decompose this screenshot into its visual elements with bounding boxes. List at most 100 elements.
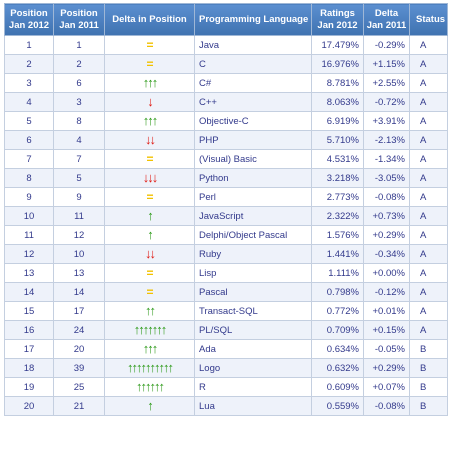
table-row: 11 12 ↑ Delphi/Object Pascal 1.576% +0.29% A	[4, 225, 448, 245]
rating-cell: 5.710%	[311, 130, 364, 150]
rating-cell: 0.709%	[311, 320, 364, 340]
position-2011-cell: 6	[53, 73, 105, 93]
position-2011-cell: 10	[53, 244, 105, 264]
rating-cell: 0.798%	[311, 282, 364, 302]
delta-rating-cell: +0.29%	[363, 225, 410, 245]
position-2011-cell: 5	[53, 168, 105, 188]
rating-cell: 16.976%	[311, 54, 364, 74]
table-row: 6 4 ↓↓ PHP 5.710% -2.13% A	[4, 130, 448, 150]
table-row: 20 21 ↑ Lua 0.559% -0.08% B	[4, 396, 448, 416]
arrow-up-icon: ↑	[147, 226, 153, 242]
position-2012-cell: 5	[4, 111, 54, 131]
delta-position-cell: ↑↑	[104, 301, 195, 321]
delta-position-cell: ↑↑↑	[104, 73, 195, 93]
delta-rating-cell: -0.29%	[363, 35, 410, 55]
table-row: 12 10 ↓↓ Ruby 1.441% -0.34% A	[4, 244, 448, 264]
language-cell: Ruby	[194, 244, 312, 264]
table-row: 9 9 = Perl 2.773% -0.08% A	[4, 187, 448, 207]
position-2012-cell: 11	[4, 225, 54, 245]
position-2012-cell: 18	[4, 358, 54, 378]
delta-rating-cell: -3.05%	[363, 168, 410, 188]
delta-position-cell: ↓↓	[104, 244, 195, 264]
column-header-position-2012[interactable]: Position Jan 2012	[4, 3, 54, 36]
status-cell: A	[409, 149, 448, 169]
delta-position-cell: ↑	[104, 225, 195, 245]
language-cell: R	[194, 377, 312, 397]
position-2012-cell: 10	[4, 206, 54, 226]
rating-cell: 6.919%	[311, 111, 364, 131]
position-2012-cell: 2	[4, 54, 54, 74]
rating-cell: 1.441%	[311, 244, 364, 264]
status-cell: A	[409, 130, 448, 150]
arrow-up-icon: ↑↑↑↑↑↑	[136, 378, 165, 394]
position-2011-cell: 25	[53, 377, 105, 397]
arrow-down-icon: ↓↓	[145, 245, 156, 261]
table-row: 5 8 ↑↑↑ Objective-C 6.919% +3.91% A	[4, 111, 448, 131]
column-header-language[interactable]: Programming Language	[194, 3, 312, 36]
status-cell: B	[409, 358, 448, 378]
arrow-down-icon: ↓↓↓	[142, 169, 158, 185]
language-cell: C#	[194, 73, 312, 93]
equals-icon: =	[146, 56, 153, 71]
arrow-down-icon: ↓↓	[145, 131, 156, 147]
delta-rating-cell: +0.01%	[363, 301, 410, 321]
language-cell: PHP	[194, 130, 312, 150]
column-header-delta-position[interactable]: Delta in Position	[104, 3, 195, 36]
column-header-position-2011[interactable]: Position Jan 2011	[53, 3, 105, 36]
position-2011-cell: 14	[53, 282, 105, 302]
rating-cell: 0.609%	[311, 377, 364, 397]
equals-icon: =	[146, 37, 153, 52]
rating-cell: 0.632%	[311, 358, 364, 378]
delta-position-cell: =	[104, 54, 195, 74]
status-cell: A	[409, 73, 448, 93]
table-row: 16 24 ↑↑↑↑↑↑↑ PL/SQL 0.709% +0.15% A	[4, 320, 448, 340]
language-cell: Lisp	[194, 263, 312, 283]
delta-position-cell: ↑↑↑↑↑↑↑	[104, 320, 195, 340]
column-header-status[interactable]: Status	[409, 3, 448, 36]
language-cell: Ada	[194, 339, 312, 359]
rating-cell: 1.576%	[311, 225, 364, 245]
delta-position-cell: ↓↓↓	[104, 168, 195, 188]
status-cell: A	[409, 168, 448, 188]
delta-rating-cell: -0.05%	[363, 339, 410, 359]
position-2012-cell: 4	[4, 92, 54, 112]
delta-position-cell: =	[104, 149, 195, 169]
position-2012-cell: 15	[4, 301, 54, 321]
table-row: 4 3 ↓ C++ 8.063% -0.72% A	[4, 92, 448, 112]
rating-cell: 1.111%	[311, 263, 364, 283]
status-cell: A	[409, 225, 448, 245]
delta-rating-cell: +0.00%	[363, 263, 410, 283]
rating-cell: 0.559%	[311, 396, 364, 416]
language-cell: Transact-SQL	[194, 301, 312, 321]
column-header-ratings[interactable]: Ratings Jan 2012	[311, 3, 364, 36]
position-2012-cell: 9	[4, 187, 54, 207]
status-cell: A	[409, 263, 448, 283]
delta-rating-cell: +0.07%	[363, 377, 410, 397]
ranking-table: Position Jan 2012 Position Jan 2011 Delt…	[4, 3, 448, 416]
position-2012-cell: 14	[4, 282, 54, 302]
equals-icon: =	[146, 151, 153, 166]
language-cell: Perl	[194, 187, 312, 207]
delta-position-cell: ↑	[104, 206, 195, 226]
position-2011-cell: 20	[53, 339, 105, 359]
position-2011-cell: 9	[53, 187, 105, 207]
language-cell: Delphi/Object Pascal	[194, 225, 312, 245]
table-row: 19 25 ↑↑↑↑↑↑ R 0.609% +0.07% B	[4, 377, 448, 397]
language-cell: Java	[194, 35, 312, 55]
delta-rating-cell: -0.72%	[363, 92, 410, 112]
position-2011-cell: 2	[53, 54, 105, 74]
delta-position-cell: ↑↑↑	[104, 339, 195, 359]
column-header-delta-rating[interactable]: Delta Jan 2011	[363, 3, 410, 36]
delta-rating-cell: -0.34%	[363, 244, 410, 264]
rating-cell: 4.531%	[311, 149, 364, 169]
table-row: 18 39 ↑↑↑↑↑↑↑↑↑↑ Logo 0.632% +0.29% B	[4, 358, 448, 378]
rating-cell: 8.781%	[311, 73, 364, 93]
language-cell: C++	[194, 92, 312, 112]
status-cell: B	[409, 396, 448, 416]
position-2012-cell: 20	[4, 396, 54, 416]
header-row: Position Jan 2012 Position Jan 2011 Delt…	[4, 3, 448, 36]
table-row: 17 20 ↑↑↑ Ada 0.634% -0.05% B	[4, 339, 448, 359]
position-2011-cell: 1	[53, 35, 105, 55]
position-2011-cell: 24	[53, 320, 105, 340]
position-2012-cell: 6	[4, 130, 54, 150]
